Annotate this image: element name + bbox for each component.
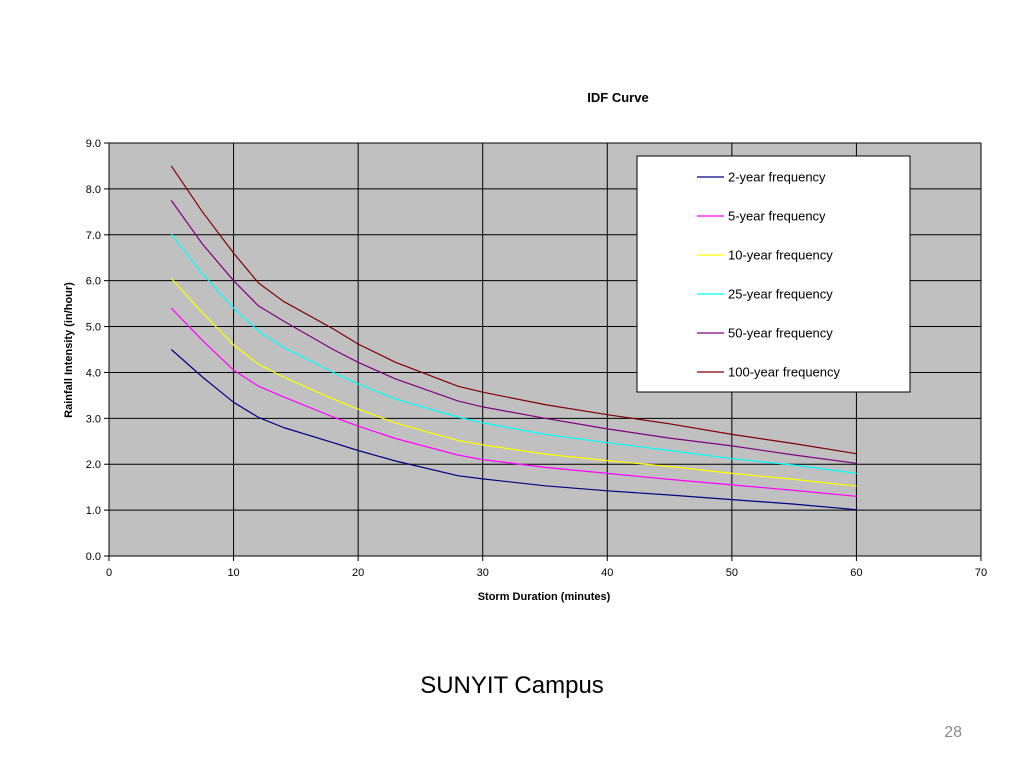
y-tick-label: 2.0 bbox=[86, 459, 101, 471]
legend-label: 50-year frequency bbox=[728, 326, 833, 341]
x-tick-label: 50 bbox=[726, 567, 738, 579]
y-tick-label: 0.0 bbox=[86, 551, 101, 563]
x-tick-label: 40 bbox=[601, 567, 613, 579]
x-tick-label: 60 bbox=[850, 567, 862, 579]
y-tick-label: 8.0 bbox=[86, 184, 101, 196]
y-tick-label: 5.0 bbox=[86, 322, 101, 334]
y-tick-labels: 0.0 1.0 2.0 3.0 4.0 5.0 6.0 7.0 8.0 9.0 bbox=[86, 138, 101, 563]
x-tick-label: 30 bbox=[477, 567, 489, 579]
series-lines bbox=[170, 165, 857, 511]
y-tick-label: 3.0 bbox=[86, 413, 101, 425]
series-line-6 bbox=[170, 165, 857, 455]
series-line-3 bbox=[170, 277, 857, 487]
series-line-4 bbox=[170, 233, 857, 474]
y-tick-label: 9.0 bbox=[86, 138, 101, 150]
y-tick-label: 6.0 bbox=[86, 276, 101, 288]
chart-title: IDF Curve bbox=[587, 90, 648, 105]
legend-label: 100-year frequency bbox=[728, 365, 841, 380]
x-tick-label: 20 bbox=[352, 567, 364, 579]
legend-label: 10-year frequency bbox=[728, 248, 833, 263]
y-tick-label: 1.0 bbox=[86, 505, 101, 517]
x-axis-label: Storm Duration (minutes) bbox=[478, 591, 611, 603]
legend-label: 5-year frequency bbox=[728, 209, 826, 224]
legend: 2-year frequency 5-year frequency 10-year … bbox=[636, 155, 911, 393]
legend-label: 25-year frequency bbox=[728, 287, 833, 302]
slide-caption: SUNYIT Campus bbox=[420, 672, 604, 699]
y-tick-label: 4.0 bbox=[86, 367, 101, 379]
series-line-1 bbox=[170, 349, 857, 511]
axes bbox=[104, 142, 982, 561]
x-tick-labels: 0 10 20 30 40 50 60 70 bbox=[106, 567, 987, 579]
series-line-5 bbox=[170, 200, 857, 464]
x-tick-label: 70 bbox=[975, 567, 987, 579]
x-tick-label: 0 bbox=[106, 567, 112, 579]
y-axis-label: Rainfall Intensity (in/hour) bbox=[63, 282, 75, 418]
legend-label: 2-year frequency bbox=[728, 170, 826, 185]
slide-number: 28 bbox=[944, 724, 962, 741]
legend-box bbox=[636, 155, 911, 393]
x-tick-label: 10 bbox=[227, 567, 239, 579]
series-line-2 bbox=[170, 307, 857, 497]
y-tick-label: 7.0 bbox=[86, 230, 101, 242]
